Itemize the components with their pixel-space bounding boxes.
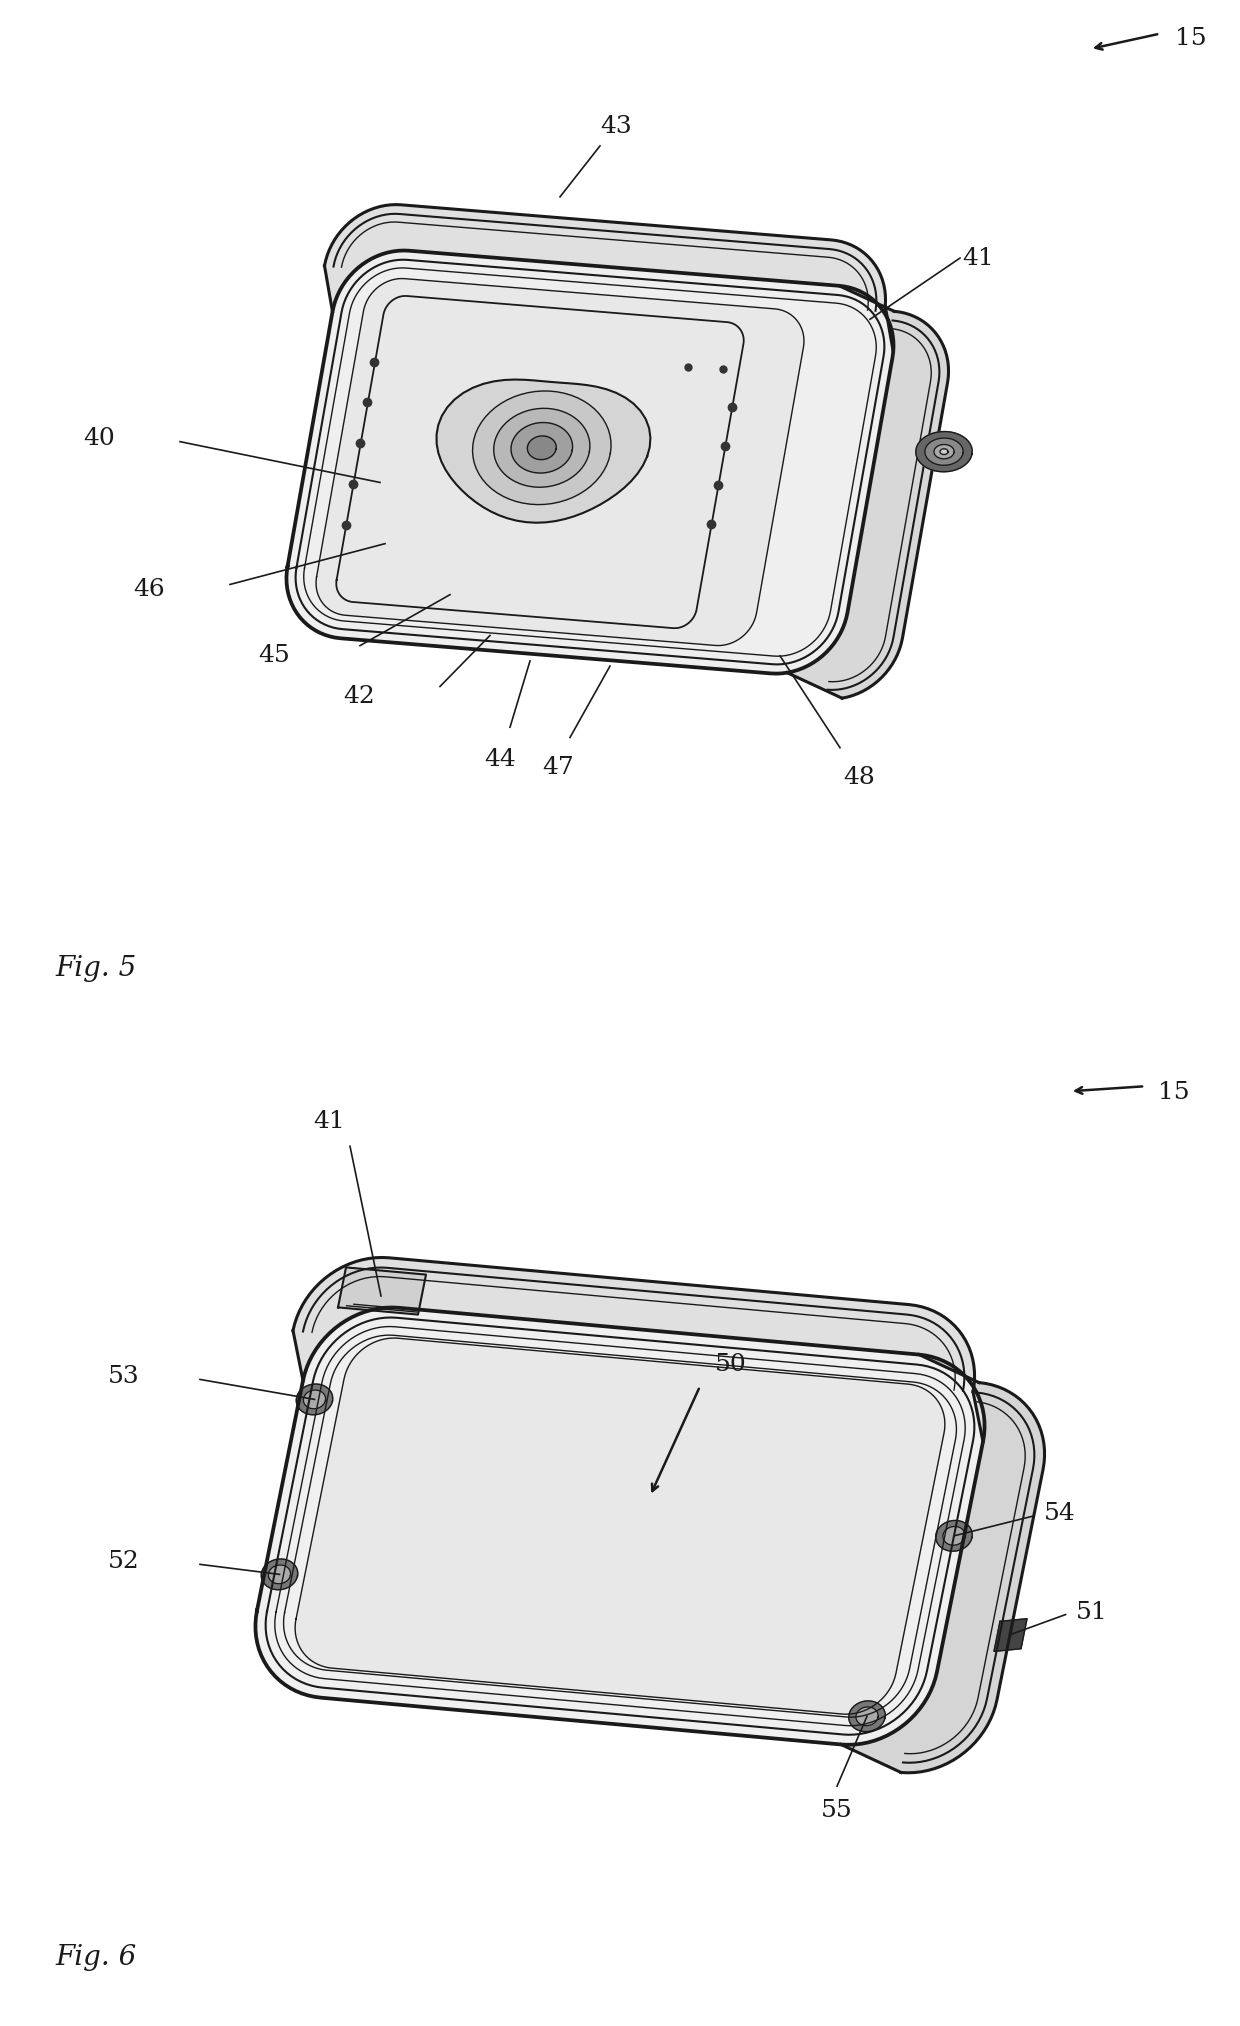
Polygon shape	[286, 251, 894, 673]
Polygon shape	[916, 432, 972, 472]
Polygon shape	[856, 1706, 878, 1726]
Polygon shape	[316, 278, 804, 646]
Text: 40: 40	[83, 427, 115, 450]
Polygon shape	[436, 379, 651, 523]
Text: 41: 41	[314, 1110, 345, 1133]
Polygon shape	[994, 1619, 1027, 1651]
Polygon shape	[295, 1337, 945, 1714]
Polygon shape	[293, 1258, 985, 1443]
Polygon shape	[472, 391, 611, 504]
Text: Fig. 6: Fig. 6	[55, 1945, 136, 1971]
Text: 50: 50	[715, 1353, 746, 1376]
Polygon shape	[787, 286, 949, 699]
Polygon shape	[339, 1268, 427, 1315]
Text: 42: 42	[343, 685, 374, 709]
Polygon shape	[296, 1384, 332, 1414]
Text: 51: 51	[1075, 1601, 1107, 1625]
Polygon shape	[255, 1307, 985, 1744]
Polygon shape	[940, 450, 949, 454]
Text: 41: 41	[962, 247, 993, 269]
Text: 15: 15	[1176, 26, 1207, 51]
Polygon shape	[936, 1520, 972, 1552]
Text: 47: 47	[542, 756, 574, 778]
Text: 43: 43	[600, 115, 631, 138]
Polygon shape	[325, 205, 894, 353]
Polygon shape	[942, 1526, 965, 1546]
Text: 52: 52	[108, 1550, 140, 1572]
Text: 45: 45	[258, 644, 290, 667]
Polygon shape	[262, 1560, 298, 1590]
Text: 53: 53	[108, 1366, 140, 1388]
Polygon shape	[849, 1702, 885, 1732]
Text: 15: 15	[1158, 1080, 1189, 1104]
Text: 44: 44	[484, 748, 516, 770]
Text: 48: 48	[843, 766, 874, 788]
Polygon shape	[934, 444, 954, 458]
Polygon shape	[494, 409, 590, 486]
Polygon shape	[304, 1390, 326, 1408]
Text: Fig. 5: Fig. 5	[55, 956, 136, 983]
Text: 55: 55	[821, 1799, 853, 1821]
Polygon shape	[527, 436, 557, 460]
Polygon shape	[511, 423, 573, 472]
Text: 54: 54	[1044, 1503, 1076, 1526]
Polygon shape	[841, 1355, 1044, 1773]
Polygon shape	[268, 1564, 290, 1584]
Text: 46: 46	[133, 577, 165, 602]
Polygon shape	[925, 438, 963, 466]
